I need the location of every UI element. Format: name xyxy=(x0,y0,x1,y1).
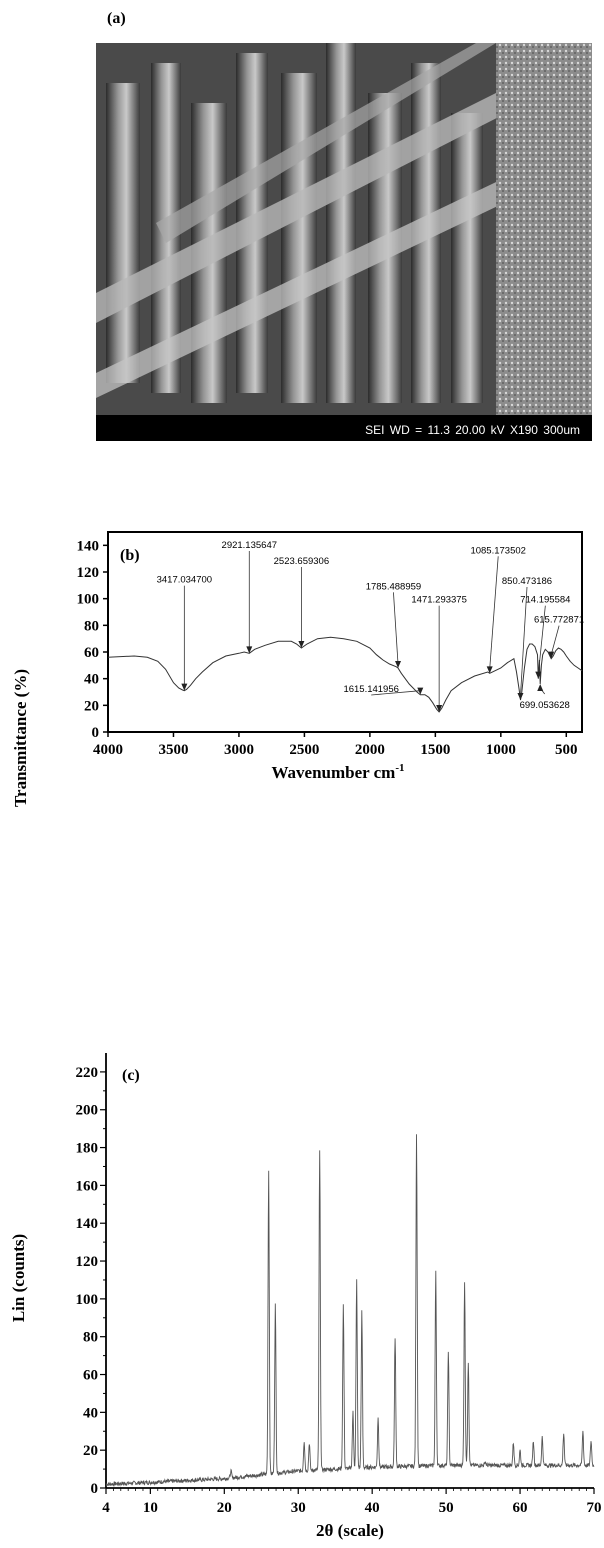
ftir-annotation-arrowhead xyxy=(537,684,544,691)
ftir-annotation-arrowhead xyxy=(298,641,305,648)
ftir-annotation-arrowhead xyxy=(395,661,402,668)
ftir-annotation-leader xyxy=(537,605,546,675)
ftir-y-tick-label: 80 xyxy=(84,618,99,634)
xrd-x-tick-label: 4 xyxy=(102,1500,110,1516)
ftir-x-tick-label: 3500 xyxy=(158,742,188,758)
ftir-peak-label: 699.053628 xyxy=(520,700,570,711)
ftir-peak-label: 1615.141956 xyxy=(343,684,398,695)
xrd-x-tick-label: 10 xyxy=(143,1500,158,1516)
ftir-peak-label: 615.772871 xyxy=(534,615,584,626)
ftir-annotation-leader xyxy=(489,556,499,670)
sem-micrograph: SEI WD = 11.3 20.00 kV X190 300um xyxy=(96,43,592,441)
sem-info-text: SEI WD = 11.3 20.00 kV X190 300um xyxy=(365,423,580,437)
xrd-y-axis-title: Lin (counts) xyxy=(9,1234,28,1322)
ftir-peak-label: 2523.659306 xyxy=(274,556,329,567)
sem-info-bar: SEI WD = 11.3 20.00 kV X190 300um xyxy=(96,415,592,441)
ftir-x-tick-label: 3000 xyxy=(224,742,254,758)
ftir-annotation-arrowhead xyxy=(417,687,424,695)
xrd-y-tick-label: 160 xyxy=(76,1178,99,1194)
ftir-y-tick-label: 140 xyxy=(77,538,100,554)
ftir-peak-label: 3417.034700 xyxy=(157,575,212,586)
xrd-panel-label: (c) xyxy=(122,1067,140,1084)
xrd-x-tick-label: 60 xyxy=(513,1500,528,1516)
ftir-x-tick-label: 4000 xyxy=(93,742,123,758)
ftir-annotation-arrowhead xyxy=(486,666,493,674)
xrd-x-axis-title: 2θ (scale) xyxy=(316,1521,384,1540)
ftir-y-tick-label: 120 xyxy=(77,565,100,581)
ftir-x-tick-label: 2500 xyxy=(289,742,319,758)
xrd-y-tick-label: 120 xyxy=(76,1254,99,1270)
ftir-annotation-leader xyxy=(371,690,421,696)
sem-texture xyxy=(96,43,592,415)
ftir-x-axis-title: Wavenumber cm-1 xyxy=(271,762,404,782)
xrd-y-tick-label: 20 xyxy=(83,1443,98,1459)
ftir-annotation-arrowhead xyxy=(436,705,443,712)
ftir-y-axis-title: Transmittance (%) xyxy=(11,669,30,807)
ftir-peak-label: 714.195584 xyxy=(520,595,570,606)
xrd-x-tick-label: 40 xyxy=(365,1500,380,1516)
xrd-pattern-line xyxy=(105,1134,595,1488)
ftir-annotation-leader xyxy=(393,592,399,665)
xrd-y-tick-label: 40 xyxy=(83,1405,98,1421)
ftir-y-tick-label: 60 xyxy=(84,645,99,661)
ftir-peak-label: 1471.293375 xyxy=(411,595,466,606)
ftir-annotation-arrowhead xyxy=(246,646,253,654)
panel-a-label: (a) xyxy=(107,10,126,27)
ftir-x-axis-title-sup: -1 xyxy=(395,762,404,774)
ftir-annotation-arrowhead xyxy=(548,651,555,659)
xrd-y-tick-label: 140 xyxy=(76,1216,99,1232)
ftir-x-tick-label: 2000 xyxy=(355,742,385,758)
xrd-y-tick-label: 220 xyxy=(76,1065,99,1081)
ftir-annotation-leader xyxy=(550,625,560,655)
xrd-chart: 0 20 40 60 80 100 120 140 160 180 200 220 4 10 20 30 40 5… xyxy=(9,1053,602,1540)
ftir-annotation-leader xyxy=(520,586,528,697)
xrd-x-tick-label: 70 xyxy=(587,1500,602,1516)
ftir-peak-label: 2921.135647 xyxy=(222,540,277,551)
ftir-y-tick-label: 20 xyxy=(84,698,99,714)
ftir-peak-label: 1785.488959 xyxy=(366,581,421,592)
xrd-y-tick-label: 0 xyxy=(91,1481,99,1497)
xrd-y-tick-label: 60 xyxy=(83,1368,98,1384)
xrd-x-tick-label: 50 xyxy=(439,1500,454,1516)
ftir-annotation-arrowhead xyxy=(181,683,188,691)
xrd-y-tick-label: 200 xyxy=(76,1103,99,1119)
ftir-peak-label: 1085.173502 xyxy=(470,545,525,556)
ftir-x-axis-title-main: Wavenumber cm xyxy=(271,763,395,782)
ftir-y-tick-label: 40 xyxy=(84,672,99,688)
ftir-x-tick-label: 1500 xyxy=(420,742,450,758)
ftir-chart: 0 20 40 60 80 100 120 140 4000 3500 3000 2500 2000 15… xyxy=(11,531,584,807)
ftir-spectrum-line xyxy=(107,636,583,713)
ftir-x-tick-label: 500 xyxy=(555,742,578,758)
ftir-peak-label: 850.473186 xyxy=(502,576,552,587)
xrd-y-tick-label: 100 xyxy=(76,1292,99,1308)
ftir-annotation-arrowhead xyxy=(535,671,542,679)
ftir-y-tick-label: 100 xyxy=(77,592,100,608)
ftir-plot-frame xyxy=(107,531,583,733)
ftir-annotation-arrowhead xyxy=(517,693,524,700)
xrd-x-tick-label: 20 xyxy=(217,1500,232,1516)
ftir-y-tick-label: 0 xyxy=(92,725,100,741)
xrd-y-tick-label: 180 xyxy=(76,1141,99,1157)
ftir-x-tick-label: 1000 xyxy=(486,742,516,758)
xrd-y-tick-label: 80 xyxy=(83,1330,98,1346)
ftir-panel-label: (b) xyxy=(120,547,140,564)
xrd-x-tick-label: 30 xyxy=(291,1500,306,1516)
